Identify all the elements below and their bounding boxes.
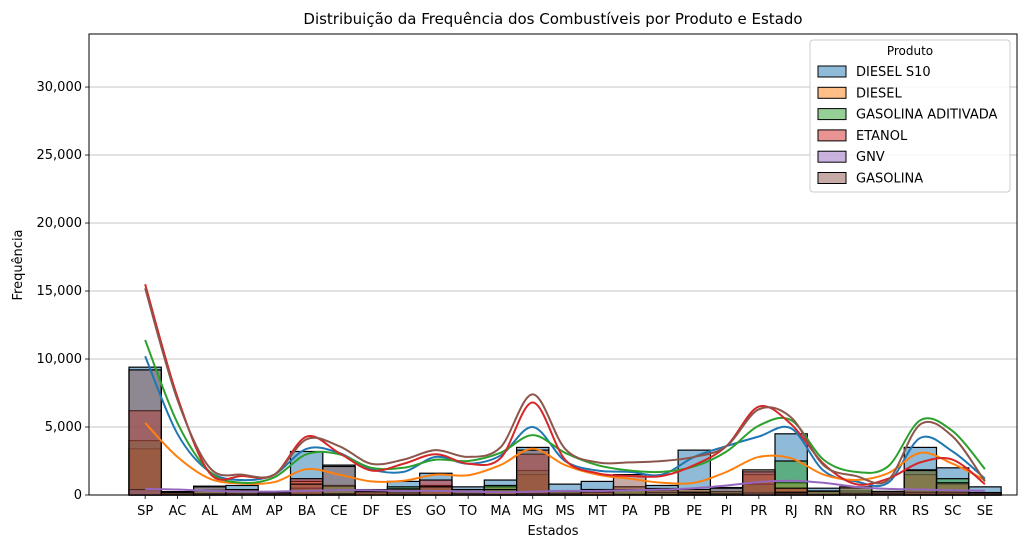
x-tick-label: PB <box>654 504 671 519</box>
kde-curve-etanol <box>145 284 985 485</box>
kde-curve-gasolina <box>145 288 985 483</box>
x-axis-label: Estados <box>527 524 578 539</box>
bar-gasolina-rs <box>904 471 936 495</box>
y-axis-label: Frequência <box>11 229 26 300</box>
bar-gasolina-ba <box>291 484 323 495</box>
bar-gasolina-rr <box>872 491 904 495</box>
bar-gasolina-df <box>355 492 387 495</box>
x-tick-label: AM <box>232 504 252 519</box>
kde-curve-diesel-s10 <box>145 356 985 486</box>
x-tick-label: RJ <box>785 504 798 519</box>
y-tick-label: 25,000 <box>37 148 83 163</box>
legend-swatch <box>818 109 846 120</box>
bars <box>129 367 1001 495</box>
y-tick-label: 30,000 <box>37 80 83 95</box>
x-tick-label: RS <box>912 504 929 519</box>
y-tick-label: 15,000 <box>37 284 83 299</box>
x-tick-label: AP <box>266 504 283 519</box>
legend-title: Produto <box>887 44 933 58</box>
x-tick-label: PA <box>622 504 638 519</box>
legend-entry: GASOLINA ADITIVADA <box>856 108 998 123</box>
x-tick-label: CE <box>330 504 347 519</box>
x-tick-label: RO <box>846 504 865 519</box>
legend-swatch <box>818 130 846 141</box>
x-tick-label: SE <box>977 504 993 519</box>
legend-swatch <box>818 66 846 77</box>
legend-swatch <box>818 151 846 162</box>
x-tick-label: MG <box>522 504 543 519</box>
x-tick-label: SP <box>137 504 153 519</box>
legend-swatch <box>818 173 846 184</box>
bar-gasolina-rn <box>807 491 839 495</box>
x-tick-label: RR <box>879 504 897 519</box>
x-ticks: SP AC AL AM AP BA CE DF ES GO TO MA MG MS MT PA PB PE PI PR… <box>137 495 993 519</box>
legend-swatch <box>818 87 846 98</box>
bar-gasolina-pi <box>710 488 742 495</box>
x-tick-label: GO <box>426 504 446 519</box>
x-tick-label: AL <box>202 504 219 519</box>
x-tick-label: MA <box>490 504 510 519</box>
x-tick-label: PE <box>686 504 702 519</box>
y-tick-label: 10,000 <box>37 352 83 367</box>
y-ticks: 0 5,000 10,000 15,000 20,000 25,000 30,000 <box>37 80 90 503</box>
x-tick-label: ES <box>395 504 411 519</box>
y-tick-label: 20,000 <box>37 216 83 231</box>
x-tick-label: RN <box>814 504 833 519</box>
x-tick-label: TO <box>458 504 477 519</box>
x-tick-label: AC <box>169 504 187 519</box>
x-tick-label: SC <box>944 504 961 519</box>
kde-curves <box>145 284 985 492</box>
x-tick-label: PI <box>721 504 733 519</box>
legend-entry: ETANOL <box>856 129 908 144</box>
bar-gasolina-mg <box>517 450 549 495</box>
legend-entry: GNV <box>856 150 885 165</box>
x-tick-label: DF <box>363 504 381 519</box>
x-tick-label: BA <box>298 504 316 519</box>
legend-entry: DIESEL S10 <box>856 65 931 80</box>
x-tick-label: MS <box>555 504 574 519</box>
y-tick-label: 0 <box>74 488 82 503</box>
x-tick-label: PR <box>750 504 767 519</box>
bar-gasolina-sc <box>937 483 969 495</box>
x-tick-label: MT <box>588 504 607 519</box>
chart-title: Distribuição da Frequência dos Combustív… <box>303 10 802 28</box>
legend-entry: GASOLINA <box>856 172 923 187</box>
bar-gasolina-sp <box>129 370 161 495</box>
y-tick-label: 5,000 <box>45 420 82 435</box>
legend: Produto DIESEL S10 DIESEL GASOLINA ADITIVAD… <box>810 40 1010 192</box>
legend-entry: DIESEL <box>856 86 903 101</box>
